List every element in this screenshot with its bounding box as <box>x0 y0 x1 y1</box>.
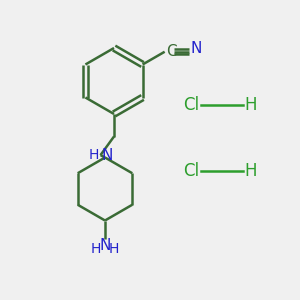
Text: H: H <box>109 242 119 256</box>
Text: H: H <box>244 96 257 114</box>
Text: H: H <box>91 242 101 256</box>
Text: N: N <box>102 148 113 163</box>
Text: H: H <box>88 148 99 162</box>
Text: Cl: Cl <box>183 96 200 114</box>
Text: Cl: Cl <box>183 162 200 180</box>
Text: H: H <box>244 162 257 180</box>
Text: N: N <box>191 41 202 56</box>
Text: C: C <box>167 44 177 59</box>
Text: N: N <box>99 238 111 253</box>
